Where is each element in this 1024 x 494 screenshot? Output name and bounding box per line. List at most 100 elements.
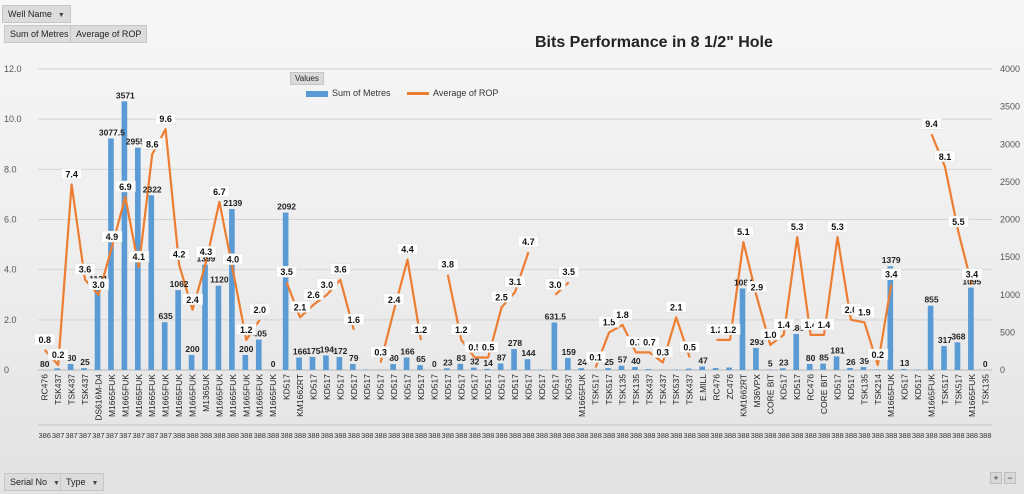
bar-data-label: 47	[698, 355, 708, 365]
y-right-tick-label: 1000	[1000, 290, 1020, 300]
rop-label-box	[518, 235, 539, 248]
x-category-label: KD517	[510, 374, 520, 400]
value-field-sum-metres[interactable]: Sum of Metres	[4, 25, 75, 43]
serial-label: 388	[186, 431, 199, 440]
x-category-label: KD517	[913, 374, 923, 400]
rop-data-label: 4.0	[227, 255, 240, 265]
rop-label-box	[450, 323, 472, 336]
bar-data-label: 23	[779, 357, 789, 367]
rop-label-box	[289, 301, 311, 313]
serial-label: 387	[133, 431, 146, 440]
serial-label: 387	[119, 431, 132, 440]
x-category-label: DS616M-D4	[93, 374, 103, 421]
zoom-in-button[interactable]: +	[990, 472, 1002, 484]
serial-label: 388	[509, 431, 522, 440]
rop-label-box	[491, 291, 512, 303]
rop-data-label: 1.2	[455, 325, 468, 335]
x-category-label: TSK537	[671, 374, 681, 405]
bar-data-label: 80	[806, 353, 816, 363]
x-category-label: KD517	[523, 374, 533, 400]
rop-label-box	[61, 168, 82, 180]
rop-data-label: 1.9	[858, 307, 871, 317]
rop-label-box	[585, 351, 606, 363]
rop-label-box	[370, 346, 391, 358]
bar	[954, 342, 961, 370]
rop-label-box	[598, 316, 620, 328]
x-category-label: TSK437	[67, 374, 77, 405]
serial-label: 386	[38, 431, 51, 440]
rop-data-label: 9.6	[159, 114, 172, 124]
rop-data-label: 1.8	[616, 310, 629, 320]
x-category-label: M1365UK	[201, 374, 211, 412]
x-category-label: TSK437	[53, 374, 63, 405]
legend-line-swatch	[407, 92, 430, 96]
y-left-tick-label: 10.0	[4, 114, 22, 124]
serial-label: 388	[616, 431, 629, 440]
rop-data-label: 2.4	[388, 295, 401, 305]
x-category-label: TSK214	[873, 374, 883, 405]
bar-data-label: 85	[819, 353, 829, 363]
row-field-serial-no[interactable]: Serial No ▼	[4, 473, 66, 491]
rop-label-box	[316, 278, 338, 290]
rop-label-box	[639, 336, 660, 348]
bar-data-label: 25	[80, 357, 90, 367]
bar-data-label: 200	[185, 344, 199, 354]
bar-data-label: 83	[457, 353, 467, 363]
y-right-tick-label: 0	[1000, 365, 1005, 375]
rop-label-box	[276, 265, 297, 278]
rop-data-label: 5.3	[831, 222, 844, 232]
rop-data-label: 3.0	[321, 280, 334, 290]
rop-label-box	[88, 278, 109, 290]
bar-data-label: 0	[983, 359, 988, 369]
bar-data-label: 317	[938, 335, 952, 345]
bar	[457, 363, 464, 370]
bar	[806, 363, 813, 370]
rop-data-label: 6.9	[119, 182, 132, 192]
x-category-label: KD517	[846, 374, 856, 400]
bar	[336, 357, 343, 370]
serial-label: 388	[415, 431, 428, 440]
filter-well-name-button[interactable]: Well Name ▼	[2, 5, 71, 23]
row-field-type[interactable]: Type ▼	[60, 473, 105, 491]
x-category-label: KD517	[900, 374, 910, 400]
serial-label: 387	[106, 431, 119, 440]
bar	[739, 288, 746, 370]
bar	[148, 195, 155, 370]
rop-data-label: 5.5	[952, 217, 965, 227]
rop-label-box	[47, 348, 69, 361]
rop-label-box	[114, 180, 136, 193]
legend-values-button[interactable]: Values	[290, 72, 324, 85]
rop-label-box	[773, 318, 795, 331]
y-left-tick-label: 0	[4, 365, 9, 375]
serial-label: 388	[495, 431, 508, 440]
x-category-label: KD517	[389, 374, 399, 400]
rop-label-box	[867, 348, 889, 361]
rop-data-label: 3.1	[509, 277, 522, 287]
zoom-out-button[interactable]: −	[1004, 472, 1016, 484]
serial-label: 388	[240, 431, 253, 440]
rop-label-box	[397, 243, 418, 255]
y-right-tick-label: 500	[1000, 327, 1015, 337]
rop-data-label: 0.3	[374, 347, 387, 357]
rop-label-box	[410, 323, 432, 336]
x-category-label: KD517	[456, 374, 466, 400]
chevron-down-icon: ▼	[91, 480, 99, 487]
bar	[94, 284, 101, 370]
rop-label-box	[544, 278, 566, 290]
bar	[121, 101, 128, 370]
bar-data-label: 1399	[196, 254, 215, 264]
rop-label-box	[948, 215, 969, 228]
x-category-label: KD517	[470, 374, 480, 400]
x-category-label: KD517	[483, 374, 493, 400]
rop-data-label: 3.5	[562, 267, 575, 277]
rop-data-label: 1.4	[777, 320, 790, 330]
bar	[188, 354, 195, 370]
chevron-down-icon: ▼	[57, 12, 65, 19]
rop-series-line	[43, 128, 973, 368]
rop-data-label: 1.2	[724, 325, 737, 335]
value-field-average-rop[interactable]: Average of ROP	[70, 25, 148, 43]
bar	[887, 266, 894, 370]
x-category-label: M1665FUK	[577, 374, 587, 417]
rop-label-box	[665, 301, 687, 313]
bar	[712, 368, 719, 370]
